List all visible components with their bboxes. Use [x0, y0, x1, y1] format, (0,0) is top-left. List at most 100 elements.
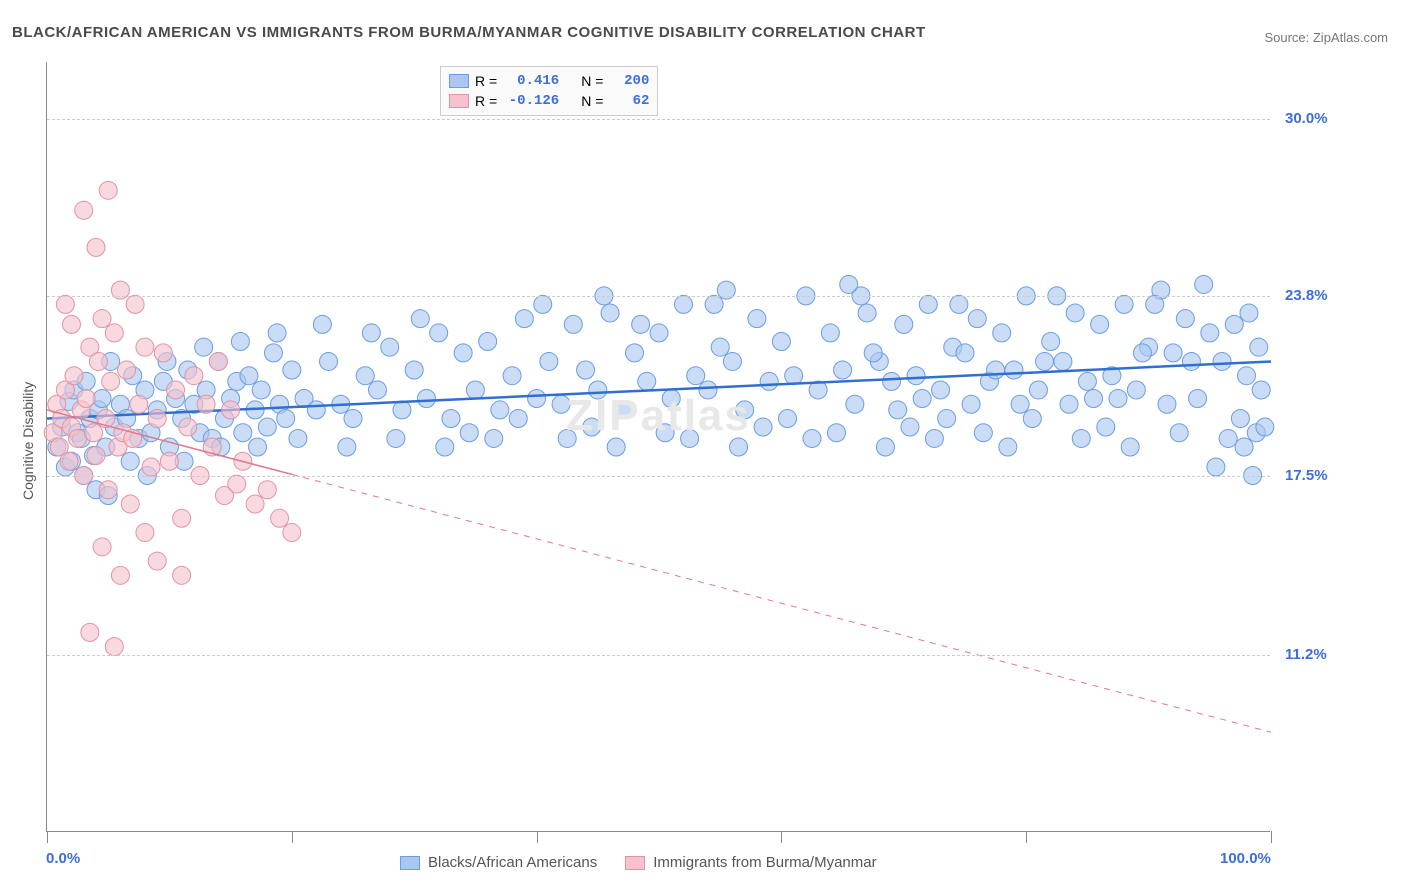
plot-area: ZIPatlas 30.0%23.8%17.5%11.2%: [46, 62, 1270, 832]
scatter-point: [271, 509, 289, 527]
scatter-point: [338, 438, 356, 456]
scatter-point: [1238, 367, 1256, 385]
legend-swatch: [400, 856, 420, 870]
scatter-point: [173, 509, 191, 527]
scatter-point: [105, 638, 123, 656]
scatter-point: [638, 372, 656, 390]
scatter-point: [1115, 295, 1133, 313]
scatter-point: [583, 418, 601, 436]
scatter-point: [876, 438, 894, 456]
scatter-point: [993, 324, 1011, 342]
scatter-point: [142, 458, 160, 476]
scatter-point: [1158, 395, 1176, 413]
scatter-point: [864, 344, 882, 362]
scatter-point: [999, 438, 1017, 456]
scatter-point: [479, 332, 497, 350]
scatter-point: [381, 338, 399, 356]
scatter-point: [760, 372, 778, 390]
scatter-point: [85, 424, 103, 442]
scatter-point: [907, 367, 925, 385]
scatter-point: [1066, 304, 1084, 322]
scatter-point: [889, 401, 907, 419]
x-tick: [537, 831, 538, 843]
scatter-point: [393, 401, 411, 419]
scatter-point: [772, 332, 790, 350]
scatter-point: [1207, 458, 1225, 476]
scatter-point: [681, 429, 699, 447]
scatter-point: [277, 409, 295, 427]
scatter-point: [662, 390, 680, 408]
legend-r-label: R =: [475, 93, 497, 109]
scatter-point: [417, 390, 435, 408]
scatter-point: [228, 475, 246, 493]
scatter-point: [962, 395, 980, 413]
scatter-point: [111, 566, 129, 584]
scatter-svg: [47, 62, 1270, 831]
scatter-point: [974, 424, 992, 442]
x-axis-max-label: 100.0%: [1220, 850, 1271, 867]
scatter-point: [987, 361, 1005, 379]
scatter-point: [577, 361, 595, 379]
scatter-point: [454, 344, 472, 362]
scatter-point: [1256, 418, 1274, 436]
scatter-point: [126, 295, 144, 313]
x-axis-min-label: 0.0%: [46, 850, 80, 867]
scatter-point: [613, 401, 631, 419]
bottom-legend: Blacks/African AmericansImmigrants from …: [400, 854, 897, 871]
scatter-point: [430, 324, 448, 342]
scatter-point: [87, 238, 105, 256]
scatter-point: [466, 381, 484, 399]
scatter-point: [65, 367, 83, 385]
scatter-point: [246, 495, 264, 513]
legend-r-value: 0.416: [503, 73, 559, 89]
scatter-point: [626, 344, 644, 362]
scatter-point: [1164, 344, 1182, 362]
scatter-point: [723, 352, 741, 370]
y-axis-label: Cognitive Disability: [20, 382, 36, 500]
legend-series-label: Blacks/African Americans: [428, 854, 597, 871]
scatter-point: [249, 438, 267, 456]
scatter-point: [656, 424, 674, 442]
scatter-point: [528, 390, 546, 408]
scatter-point: [436, 438, 454, 456]
x-tick: [1026, 831, 1027, 843]
scatter-point: [1225, 315, 1243, 333]
scatter-point: [650, 324, 668, 342]
legend-box: R = 0.416 N = 200 R =-0.126N =62: [440, 66, 658, 116]
y-tick-label: 23.8%: [1285, 287, 1328, 304]
scatter-point: [81, 623, 99, 641]
scatter-point: [913, 390, 931, 408]
scatter-point: [240, 367, 258, 385]
scatter-point: [62, 315, 80, 333]
legend-n-label: N =: [581, 73, 603, 89]
scatter-point: [730, 438, 748, 456]
scatter-point: [195, 338, 213, 356]
scatter-point: [699, 381, 717, 399]
scatter-point: [1036, 352, 1054, 370]
scatter-point: [632, 315, 650, 333]
scatter-point: [56, 295, 74, 313]
scatter-point: [1146, 295, 1164, 313]
scatter-point: [69, 429, 87, 447]
y-tick-label: 11.2%: [1285, 646, 1327, 663]
scatter-point: [1176, 310, 1194, 328]
scatter-point: [173, 566, 191, 584]
scatter-point: [356, 367, 374, 385]
scatter-point: [503, 367, 521, 385]
scatter-point: [711, 338, 729, 356]
scatter-point: [803, 429, 821, 447]
scatter-point: [87, 447, 105, 465]
legend-r-label: R =: [475, 73, 497, 89]
scatter-point: [1201, 324, 1219, 342]
scatter-point: [558, 429, 576, 447]
scatter-point: [320, 352, 338, 370]
x-tick: [1271, 831, 1272, 843]
scatter-point: [344, 409, 362, 427]
scatter-point: [136, 524, 154, 542]
scatter-point: [209, 352, 227, 370]
scatter-point: [1078, 372, 1096, 390]
scatter-point: [858, 304, 876, 322]
legend-n-value: 200: [609, 73, 649, 89]
scatter-point: [607, 438, 625, 456]
legend-row: R =-0.126N =62: [449, 91, 649, 111]
